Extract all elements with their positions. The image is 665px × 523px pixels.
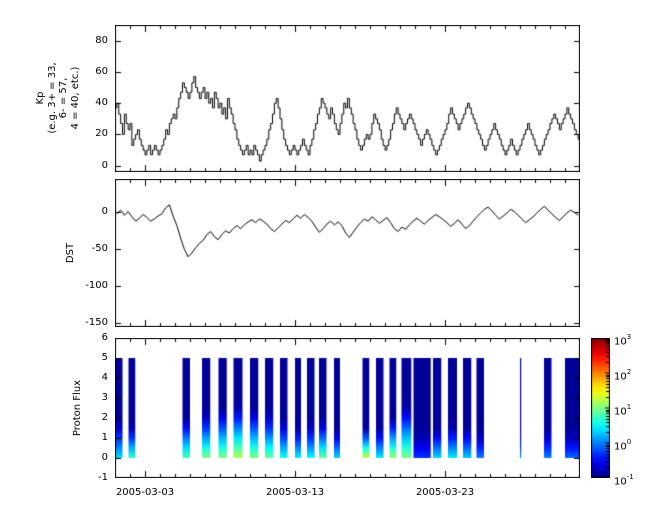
dst-ytick-label: -50	[91, 243, 108, 255]
proton-ytick-label: 5	[101, 352, 108, 363]
colorbar	[591, 338, 610, 478]
proton-ytick-label: 3	[101, 392, 108, 403]
proton-ytick-label: 4	[101, 372, 108, 383]
kp-ytick-label: 40	[95, 97, 108, 109]
date-tick-label: 2005-03-03	[115, 487, 175, 498]
proton-ytick-label: 2	[101, 412, 108, 423]
proton-ytick-label: 1	[101, 432, 108, 443]
colorbar-tick-label: 102	[614, 368, 632, 383]
dst-ytick-label: -150	[85, 317, 108, 329]
kp-panel-plot	[115, 25, 580, 172]
colorbar-tick-label: 100	[614, 438, 632, 453]
kp-ytick-label: 80	[95, 34, 108, 46]
dst-ytick-label: 0	[101, 206, 108, 218]
proton-ytick-label: 0	[101, 452, 108, 463]
kp-ytick-label: 60	[95, 65, 108, 77]
proton-ytick-label: -1	[98, 472, 108, 483]
kp-ytick-label: 20	[95, 128, 108, 140]
dst-ytick-label: -100	[85, 280, 108, 292]
proton-ytick-label: 6	[101, 332, 108, 343]
colorbar-tick-label: 103	[614, 333, 632, 348]
colorbar-tick-label: 10-1	[614, 473, 634, 488]
date-tick-label: 2005-03-13	[265, 487, 325, 498]
kp-ytick-label: 0	[101, 159, 108, 171]
proton-flux-panel-plot	[115, 338, 580, 478]
colorbar-tick-label: 101	[614, 403, 632, 418]
dst-panel-plot	[115, 179, 580, 327]
date-tick-label: 2005-03-23	[415, 487, 475, 498]
